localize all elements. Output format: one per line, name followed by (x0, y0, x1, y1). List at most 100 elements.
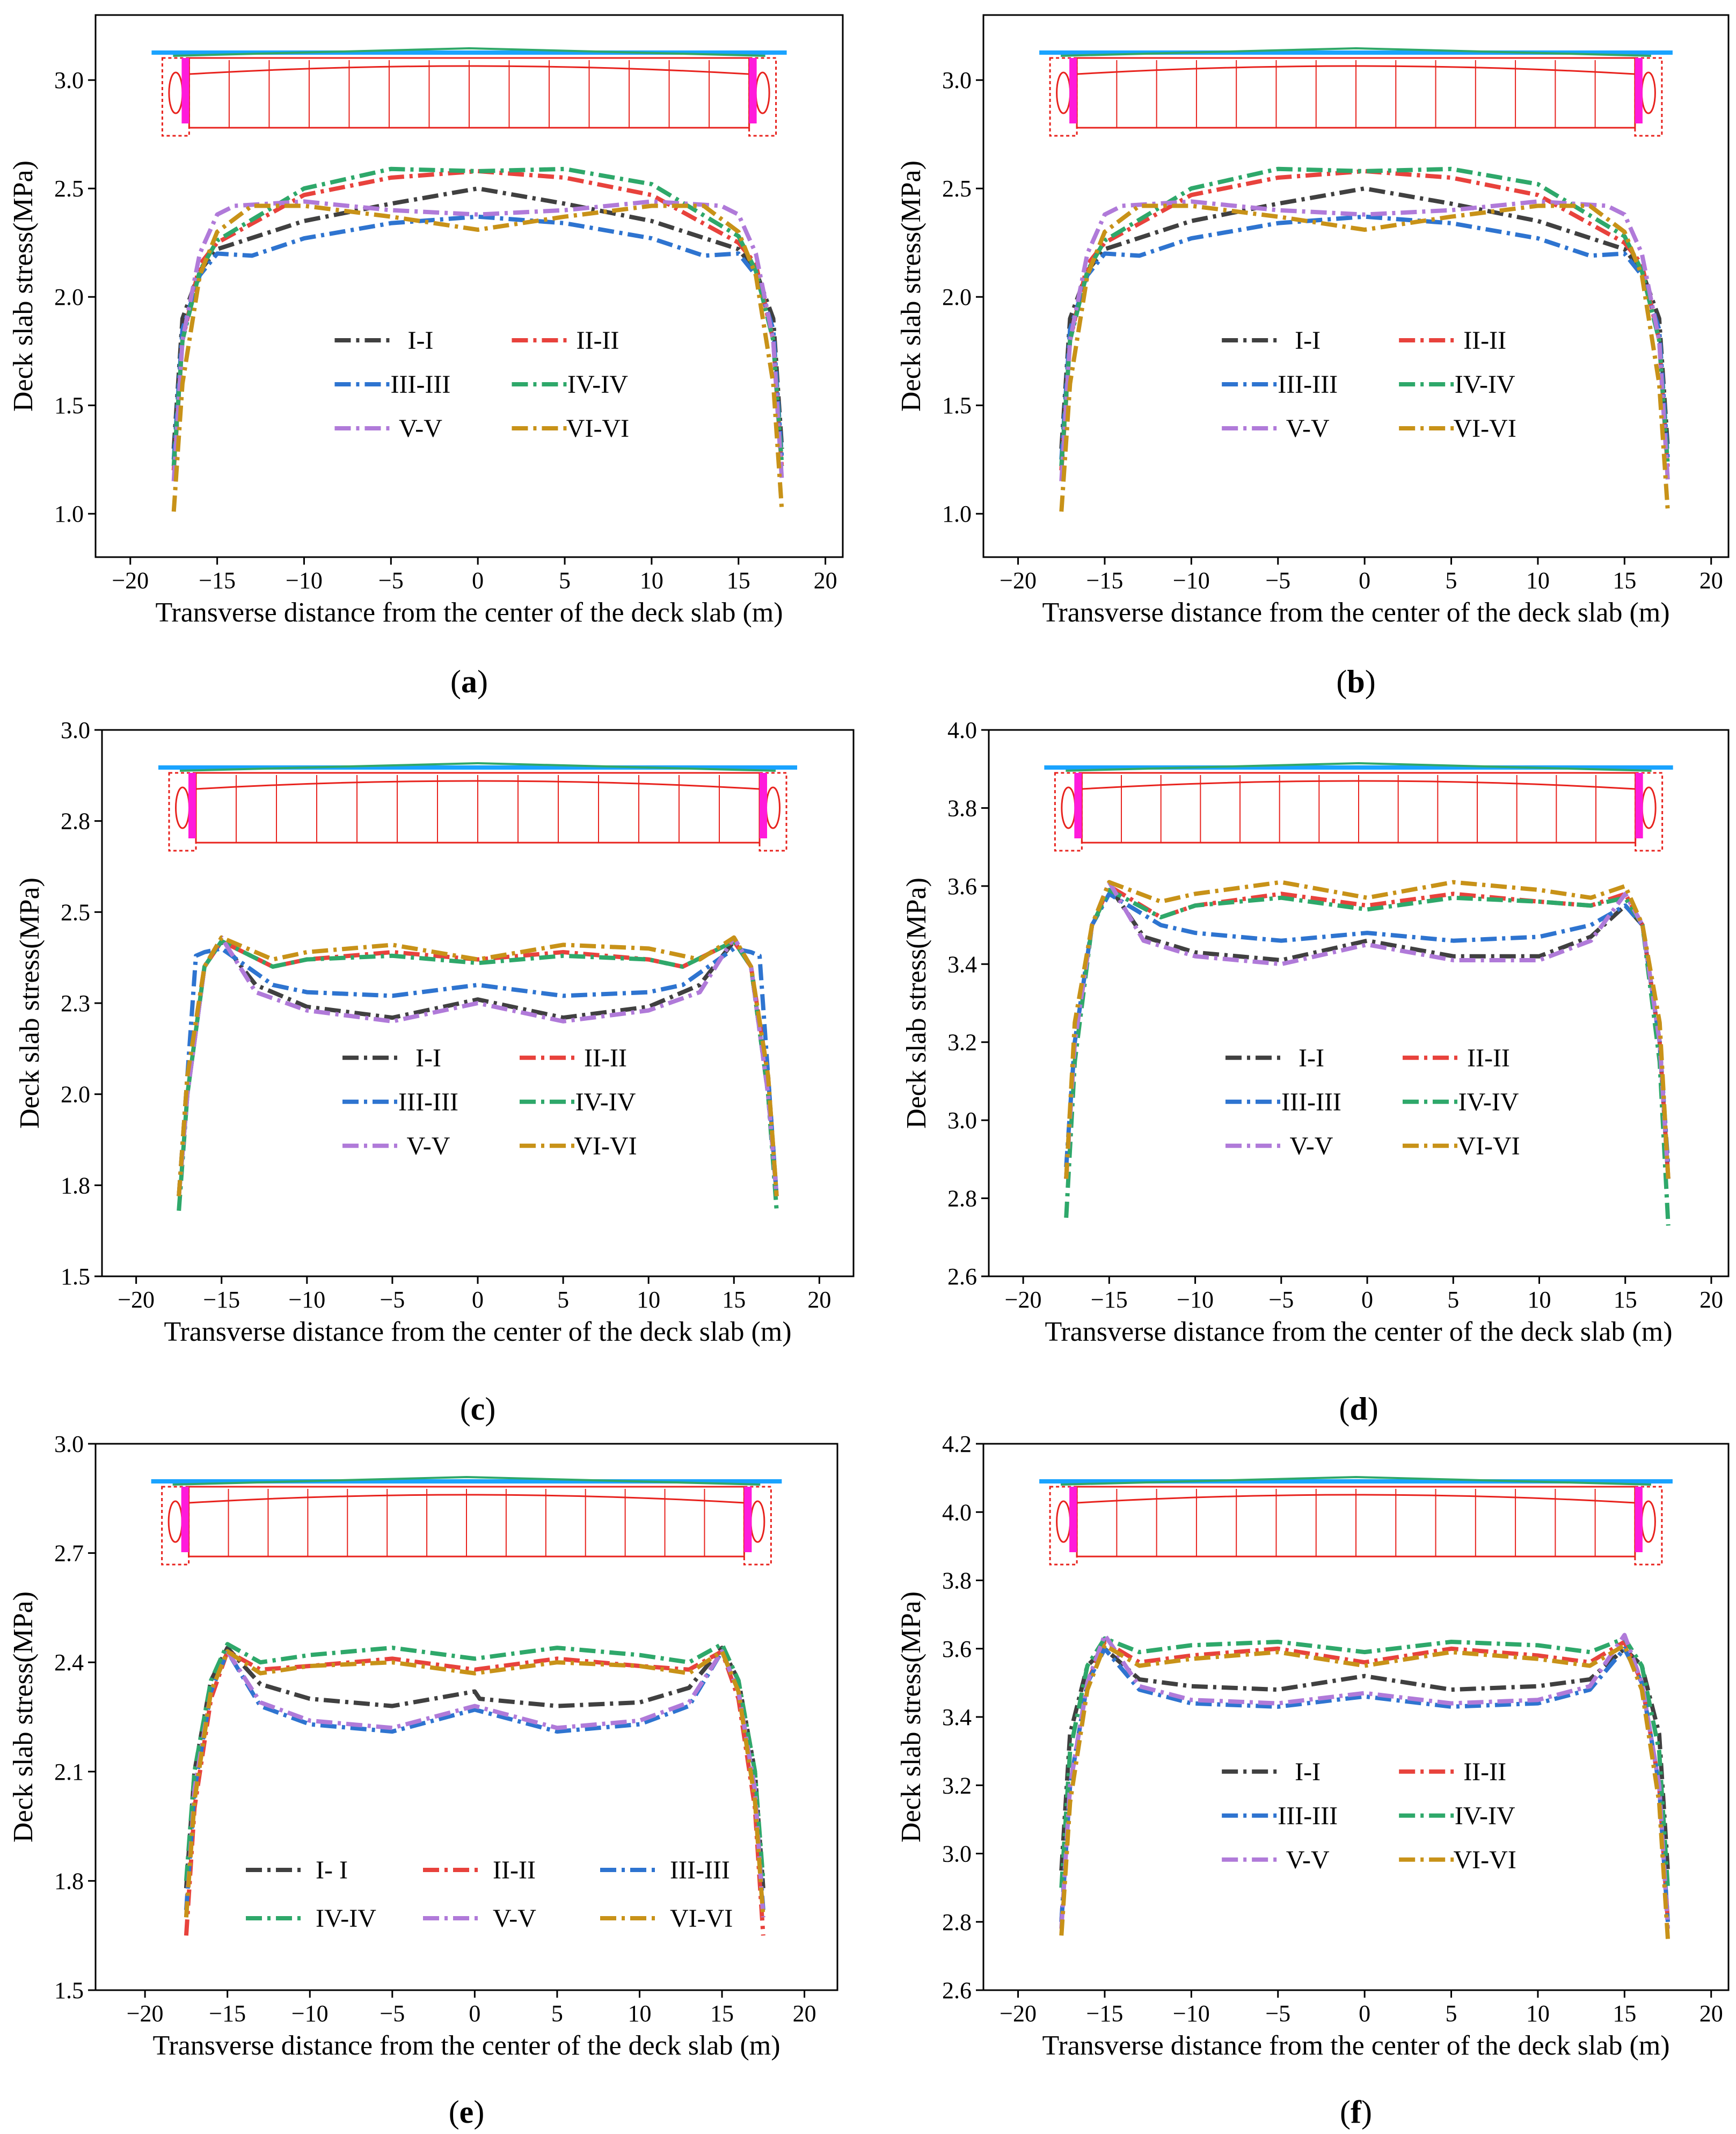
x-tick-label: 0 (469, 2000, 480, 2027)
x-tick-label: 20 (1699, 567, 1723, 594)
legend: I-I II-II III-III IV-IV V-V VI-VI (1225, 1044, 1520, 1160)
anchor-hole (1056, 1500, 1071, 1543)
cable-left (1074, 773, 1082, 838)
x-tick-label: −5 (1265, 2000, 1290, 2027)
legend-label: I-I (1295, 326, 1321, 355)
legend-label: IV-IV (316, 1904, 376, 1933)
anchor-hole (755, 71, 770, 114)
legend: I-I II-II III-III IV-IV V-V VI-VI (334, 326, 629, 443)
panel-caption: (e) (449, 2094, 485, 2130)
legend-label: V-V (1290, 1132, 1333, 1160)
y-tick-label: 4.2 (942, 1431, 972, 1457)
x-tick-label: 20 (814, 567, 837, 594)
x-tick-label: −15 (1086, 567, 1124, 594)
series-line-V-V (171, 199, 784, 481)
legend-label: VI-VI (574, 1132, 637, 1160)
x-tick-label: 10 (628, 2000, 651, 2027)
caption-letter: c (471, 1391, 485, 1427)
y-tick-label: 3.0 (61, 717, 90, 743)
deck-top-line (179, 762, 776, 772)
y-tick-label: 1.8 (54, 1868, 84, 1894)
x-tick-label: 15 (1613, 567, 1636, 594)
anchor-hole (168, 71, 184, 114)
cable-right (1635, 773, 1643, 838)
y-tick-label: 2.6 (947, 1263, 977, 1290)
deck-top-line (172, 1475, 761, 1486)
x-tick-label: 0 (1359, 567, 1370, 594)
legend-label: V-V (493, 1904, 536, 1933)
y-tick-label: 3.2 (947, 1029, 977, 1056)
x-tick-label: −15 (1086, 2000, 1124, 2027)
cable-right (760, 773, 767, 838)
girder-arch (1082, 780, 1636, 790)
x-tick-label: 20 (1699, 1287, 1723, 1313)
legend: I-I II-II III-III IV-IV V-V VI-VI (1222, 326, 1516, 443)
y-tick-label: 3.6 (942, 1636, 972, 1662)
legend-label: II-II (493, 1856, 536, 1884)
series-line-VI-VI (184, 1649, 765, 1918)
y-tick-label: 3.0 (54, 67, 84, 93)
anchor-block (748, 57, 777, 137)
y-tick-label: 2.5 (942, 176, 972, 202)
caption-close: ) (485, 1391, 495, 1427)
legend: I-I II-II III-III IV-IV V-V VI-VI (342, 1044, 637, 1160)
series-line-III-III (171, 214, 784, 460)
anchor-hole (1641, 786, 1657, 829)
panel-caption: (d) (1339, 1391, 1378, 1427)
x-tick-label: −5 (378, 567, 404, 594)
x-axis-title: Transverse distance from the center of t… (1042, 2030, 1669, 2061)
legend-label: VI-VI (1454, 414, 1516, 443)
series-line-VI-VI (1064, 880, 1671, 1179)
cable-right (1635, 1487, 1643, 1552)
series-line-I-I (1059, 186, 1670, 449)
caption-close: ) (1361, 2094, 1372, 2130)
y-tick-label: 1.8 (61, 1172, 90, 1198)
x-tick-label: 15 (722, 1287, 746, 1313)
x-tick-label: −10 (288, 1287, 325, 1313)
legend-label: IV-IV (567, 370, 628, 399)
deck-top-line (173, 47, 765, 57)
anchor-block (743, 1486, 772, 1566)
bridge-cross-section (1044, 762, 1673, 852)
legend-label: I-I (415, 1044, 441, 1072)
y-axis-title: Deck slab stress(MPa) (8, 1591, 39, 1843)
y-tick-label: 2.1 (54, 1759, 84, 1785)
deck-top-line (1061, 47, 1651, 57)
legend-label: IV-IV (1455, 1802, 1515, 1830)
x-tick-label: 0 (1361, 1287, 1373, 1313)
x-tick-label: 5 (557, 1287, 569, 1313)
panel-caption: (b) (1336, 664, 1375, 699)
x-tick-label: −20 (1000, 2000, 1037, 2027)
y-tick-label: 4.0 (947, 717, 977, 743)
y-tick-label: 2.4 (54, 1649, 84, 1676)
legend-label: II-II (584, 1044, 627, 1072)
legend-label: I-I (1295, 1758, 1321, 1786)
y-axis-title: Deck slab stress(MPa) (896, 1591, 927, 1843)
series-line-II-II (171, 169, 784, 471)
legend-label: IV-IV (1458, 1088, 1519, 1116)
y-tick-label: 3.0 (942, 1841, 972, 1867)
x-axis-title: Transverse distance from the center of t… (164, 1317, 791, 1347)
series-line-I-I (171, 186, 784, 449)
caption-open: ( (1339, 1391, 1350, 1427)
cable-left (1069, 1487, 1077, 1552)
y-tick-label: 2.7 (54, 1540, 84, 1567)
legend-label: II-II (576, 326, 619, 355)
y-tick-label: 2.8 (947, 1186, 977, 1212)
deck-top-line (1061, 1475, 1651, 1486)
caption-open: ( (449, 2094, 459, 2130)
y-tick-label: 1.5 (942, 392, 972, 419)
y-tick-label: 4.0 (942, 1499, 972, 1525)
bridge-cross-section (1039, 47, 1673, 137)
anchor-hole (750, 1500, 765, 1543)
caption-open: ( (1340, 2094, 1351, 2130)
legend-label: III-III (670, 1856, 730, 1884)
girder-arch (195, 780, 760, 790)
x-axis-title: Transverse distance from the center of t… (1045, 1317, 1672, 1347)
y-tick-label: 3.2 (942, 1772, 972, 1799)
series-line-V-V (177, 935, 779, 1197)
girder-arch (189, 65, 749, 75)
caption-open: ( (460, 1391, 471, 1427)
x-tick-label: 0 (1359, 2000, 1370, 2027)
anchor-hole (1056, 71, 1071, 114)
